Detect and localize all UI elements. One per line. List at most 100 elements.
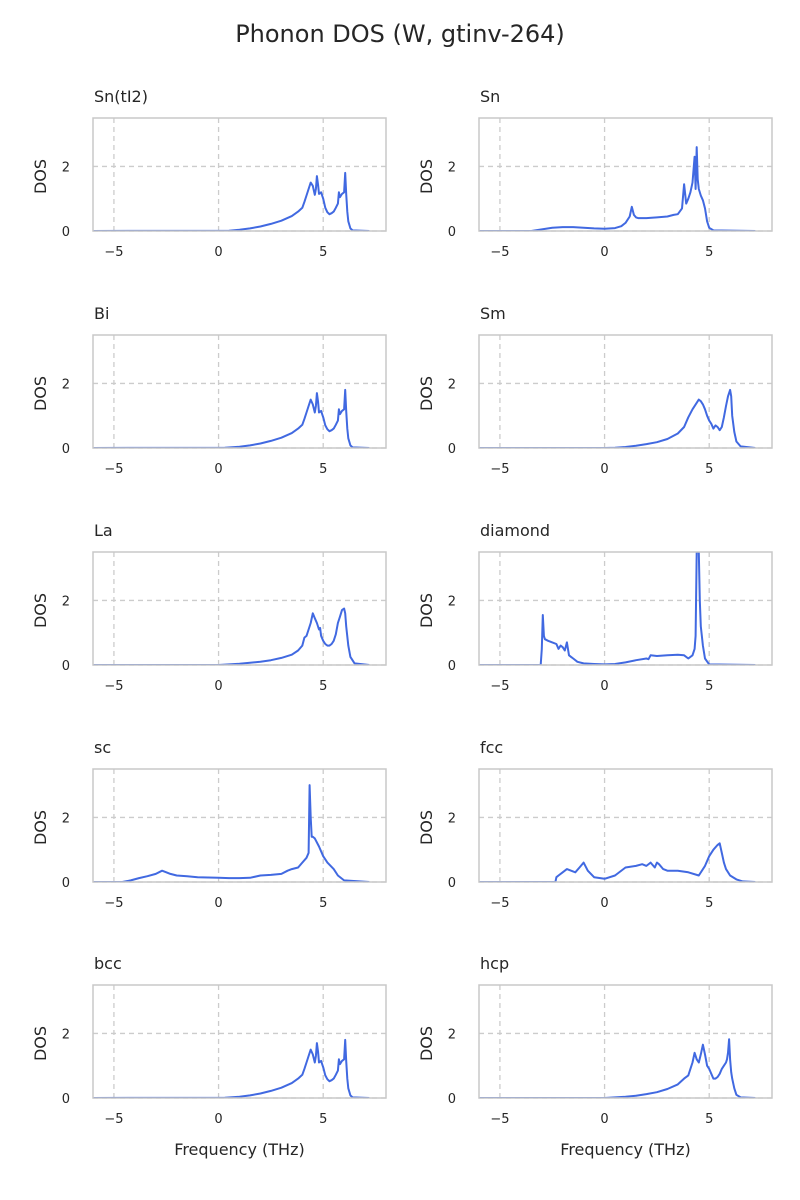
x-tick-label: 5: [705, 245, 713, 260]
x-tick-label: 5: [705, 1112, 713, 1127]
plot-frame: [478, 768, 773, 883]
subplot-diamond: −5 0 5 0 2 diamond DOS: [417, 521, 773, 694]
subplot-title: hcp: [480, 954, 509, 973]
plot-frame: [478, 551, 773, 666]
subplot-title: Sm: [480, 304, 506, 323]
x-tick-label: 0: [214, 896, 222, 911]
subplot-sn: −5 0 5 0 2 Sn DOS: [417, 87, 773, 260]
y-axis-label: DOS: [417, 1026, 436, 1061]
subplot-title: sc: [94, 738, 111, 757]
subplot-title: fcc: [480, 738, 503, 757]
plot-frame: [92, 117, 387, 232]
dos-line: [479, 1038, 756, 1098]
dos-line: [93, 388, 370, 448]
y-tick-label: 0: [448, 442, 456, 457]
y-axis-label: DOS: [417, 810, 436, 845]
y-axis-label: DOS: [31, 376, 50, 411]
subplot-sc: −5 0 5 0 2 sc DOS: [31, 738, 387, 911]
x-tick-label: 0: [214, 679, 222, 694]
dos-line: [93, 1038, 370, 1098]
y-axis-label: DOS: [31, 593, 50, 628]
plot-frame: [478, 984, 773, 1099]
y-tick-label: 0: [62, 442, 70, 457]
dos-line: [479, 388, 756, 448]
y-tick-label: 0: [62, 225, 70, 240]
x-tick-label: 5: [705, 896, 713, 911]
y-axis-label: DOS: [417, 593, 436, 628]
subplot-title: Sn: [480, 87, 500, 106]
dos-line: [93, 607, 370, 665]
x-tick-label: 5: [319, 679, 327, 694]
x-tick-label: 0: [214, 1112, 222, 1127]
plot-frame: [92, 334, 387, 449]
subplot-title: Bi: [94, 304, 109, 323]
x-tick-label: −5: [104, 679, 123, 694]
y-tick-label: 2: [62, 377, 70, 392]
y-tick-label: 0: [448, 876, 456, 891]
y-tick-label: 0: [62, 876, 70, 891]
y-axis-label: DOS: [31, 1026, 50, 1061]
x-tick-label: −5: [490, 679, 509, 694]
subplot-title: bcc: [94, 954, 122, 973]
y-tick-label: 2: [448, 1027, 456, 1042]
x-tick-label: 5: [319, 245, 327, 260]
x-tick-label: 0: [600, 679, 608, 694]
x-tick-label: 5: [705, 462, 713, 477]
x-tick-label: 0: [600, 462, 608, 477]
x-tick-label: −5: [104, 1112, 123, 1127]
x-tick-label: 5: [319, 1112, 327, 1127]
x-tick-label: −5: [104, 462, 123, 477]
y-tick-label: 2: [62, 160, 70, 175]
dos-line: [479, 842, 756, 882]
x-tick-label: 0: [214, 462, 222, 477]
x-tick-label: 0: [600, 1112, 608, 1127]
subplot-hcp: −5 0 5 0 2 hcp DOS: [417, 954, 773, 1127]
dos-line: [93, 784, 370, 882]
subplot-bi: −5 0 5 0 2 Bi DOS: [31, 304, 387, 477]
x-axis-label: Frequency (THz): [560, 1140, 690, 1159]
y-tick-label: 0: [448, 1092, 456, 1107]
plot-frame: [478, 117, 773, 232]
y-axis-label: DOS: [417, 159, 436, 194]
subplot-bcc: −5 0 5 0 2 bcc DOS: [31, 954, 387, 1127]
y-tick-label: 2: [62, 811, 70, 826]
y-tick-label: 2: [448, 594, 456, 609]
plot-frame: [92, 768, 387, 883]
y-axis-label: DOS: [31, 159, 50, 194]
subplot-title: La: [94, 521, 113, 540]
x-tick-label: −5: [104, 896, 123, 911]
x-tick-label: 0: [214, 245, 222, 260]
dos-line: [479, 146, 756, 231]
y-axis-label: DOS: [31, 810, 50, 845]
x-tick-label: −5: [104, 245, 123, 260]
figure-title: Phonon DOS (W, gtinv-264): [235, 20, 565, 48]
x-tick-label: 0: [600, 245, 608, 260]
y-tick-label: 2: [62, 594, 70, 609]
subplot-sn-ti2-: −5 0 5 0 2 Sn(tI2) DOS: [31, 87, 387, 260]
y-tick-label: 2: [62, 1027, 70, 1042]
subplot-la: −5 0 5 0 2 La DOS: [31, 521, 387, 694]
y-tick-label: 0: [448, 659, 456, 674]
x-tick-label: 5: [319, 462, 327, 477]
subplot-title: diamond: [480, 521, 550, 540]
y-tick-label: 2: [448, 160, 456, 175]
y-tick-label: 0: [62, 1092, 70, 1107]
y-axis-label: DOS: [417, 376, 436, 411]
x-axis-label: Frequency (THz): [174, 1140, 304, 1159]
subplot-title: Sn(tI2): [94, 87, 148, 106]
y-tick-label: 0: [62, 659, 70, 674]
x-tick-label: 5: [705, 679, 713, 694]
subplot-sm: −5 0 5 0 2 Sm DOS: [417, 304, 773, 477]
x-tick-label: −5: [490, 896, 509, 911]
x-tick-label: 5: [319, 896, 327, 911]
x-tick-label: −5: [490, 1112, 509, 1127]
y-tick-label: 2: [448, 811, 456, 826]
dos-line: [93, 171, 370, 231]
x-tick-label: −5: [490, 245, 509, 260]
plot-frame: [92, 984, 387, 1099]
y-tick-label: 0: [448, 225, 456, 240]
x-tick-label: 0: [600, 896, 608, 911]
y-tick-label: 2: [448, 377, 456, 392]
plot-frame: [92, 551, 387, 666]
